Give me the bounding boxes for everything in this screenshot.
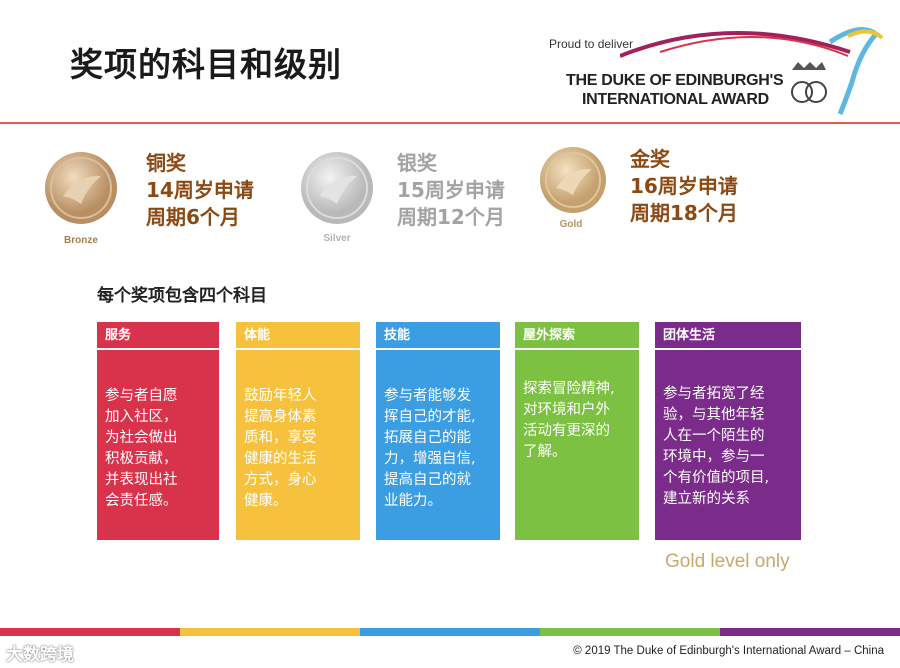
body-line: 环境中，参与一 [663,449,765,465]
body-line: 并表现出社 [105,472,178,488]
silver-award-info: 银奖 15周岁申请 周期12个月 [397,150,505,231]
watermark: 大数跨境 [6,645,74,665]
silver-award-name: 银奖 [397,151,437,175]
body-line: 人在一个陌生的 [663,428,765,444]
body-line: 探索冒险精神, [523,381,615,397]
body-line: 提高身体素 [244,409,317,425]
body-line: 建立新的关系 [663,491,750,507]
body-line: 质和，享受 [244,430,317,446]
silver-award-age: 15周岁申请 [397,178,505,202]
bronze-award-period: 周期6个月 [146,205,240,229]
gold-award-name: 金奖 [630,147,670,171]
body-line: 提高自己的就 [384,472,471,488]
silver-award-period: 周期12个月 [397,205,505,229]
body-line: 了解。 [523,444,567,460]
body-line: 拓展自己的能 [384,430,471,446]
stripe-green [540,628,720,636]
body-line: 积极贡献， [105,451,178,467]
gold-award-info: 金奖 16周岁申请 周期18个月 [630,146,738,227]
body-line: 挥自己的才能, [384,409,476,425]
body-line: 参与者自愿 [105,388,178,404]
section-title: 技能 [376,322,500,350]
gold-medal-label: Gold [559,219,583,230]
stripe-red [0,628,180,636]
section-title: 体能 [236,322,360,350]
body-line: 力，增强自信, [384,451,476,467]
body-line: 加入社区， [105,409,178,425]
section-body: 鼓励年轻人 提高身体素 质和，享受 健康的生活 方式，身心 健康。 [244,386,354,512]
page-title: 奖项的科目和级别 [70,45,342,84]
body-line: 健康。 [244,493,288,509]
section-box-fitness: 体能 鼓励年轻人 提高身体素 质和，享受 健康的生活 方式，身心 健康。 [236,322,360,540]
section-body: 探索冒险精神, 对环境和户外 活动有更深的 了解。 [523,379,637,463]
award-logo-swoosh-icon [620,27,884,115]
stripe-yellow [180,628,360,636]
logo-line-1: THE DUKE OF EDINBURGH'S [566,72,784,89]
body-line: 参与者拓宽了经 [663,386,765,402]
footer-color-stripes [0,628,900,636]
body-line: 个有价值的项目, [663,470,770,486]
gold-award-age: 16周岁申请 [630,174,738,198]
section-box-residential: 团体生活 参与者拓宽了经 验，与其他年轻 人在一个陌生的 环境中，参与一 个有价… [655,322,801,540]
body-line: 方式，身心 [244,472,317,488]
gold-level-only-note: Gold level only [665,551,790,572]
body-line: 活动有更深的 [523,423,610,439]
body-line: 验，与其他年轻 [663,407,765,423]
gold-award-period: 周期18个月 [630,201,738,225]
copyright: © 2019 The Duke of Edinburgh's Internati… [573,645,884,657]
gold-medal-icon [540,147,606,213]
section-box-service: 服务 参与者自愿 加入社区， 为社会做出 积极贡献， 并表现出社 会责任感。 [97,322,219,540]
section-title: 屋外探索 [515,322,639,350]
body-line: 鼓励年轻人 [244,388,317,404]
header-divider [0,122,900,124]
body-line: 会责任感。 [105,493,178,509]
body-line: 为社会做出 [105,430,178,446]
bronze-award-name: 铜奖 [146,151,186,175]
stripe-blue [360,628,540,636]
section-body: 参与者能够发 挥自己的才能, 拓展自己的能 力，增强自信, 提高自己的就 业能力… [384,386,498,512]
bronze-medal-label: Bronze [64,235,98,246]
section-body: 参与者拓宽了经 验，与其他年轻 人在一个陌生的 环境中，参与一 个有价值的项目,… [663,384,795,510]
bronze-award-info: 铜奖 14周岁申请 周期6个月 [146,150,254,231]
body-line: 参与者能够发 [384,388,471,404]
body-line: 业能力。 [384,493,442,509]
logo-line-2: INTERNATIONAL AWARD [582,91,769,108]
section-box-skills: 技能 参与者能够发 挥自己的才能, 拓展自己的能 力，增强自信, 提高自己的就 … [376,322,500,540]
section-body: 参与者自愿 加入社区， 为社会做出 积极贡献， 并表现出社 会责任感。 [105,386,213,512]
section-title: 团体生活 [655,322,801,350]
bronze-medal-icon [45,152,117,224]
silver-medal-icon [301,152,373,224]
body-line: 对环境和户外 [523,402,610,418]
subheading: 每个奖项包含四个科目 [97,286,267,306]
proud-to-deliver: Proud to deliver [549,37,634,51]
body-line: 健康的生活 [244,451,317,467]
section-box-outdoor: 屋外探索 探索冒险精神, 对环境和户外 活动有更深的 了解。 [515,322,639,540]
section-title: 服务 [97,322,219,350]
bronze-award-age: 14周岁申请 [146,178,254,202]
stripe-purple [720,628,900,636]
silver-medal-label: Silver [323,233,351,244]
